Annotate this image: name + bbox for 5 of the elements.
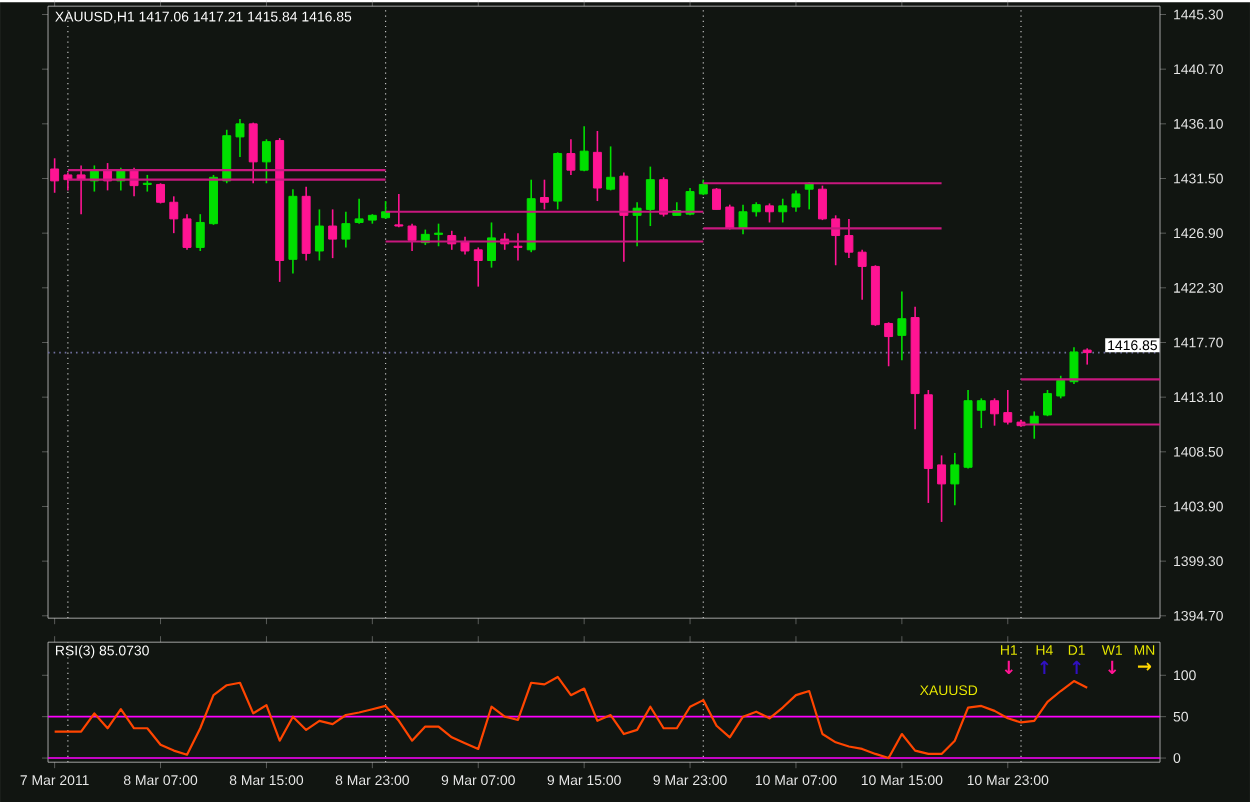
- annotation: ↓: [1108, 660, 1117, 674]
- annotation: ↓: [1004, 660, 1013, 674]
- annotation: ↑: [1072, 660, 1081, 674]
- annotation: →: [1137, 662, 1152, 671]
- annotation: ↑: [1040, 660, 1049, 674]
